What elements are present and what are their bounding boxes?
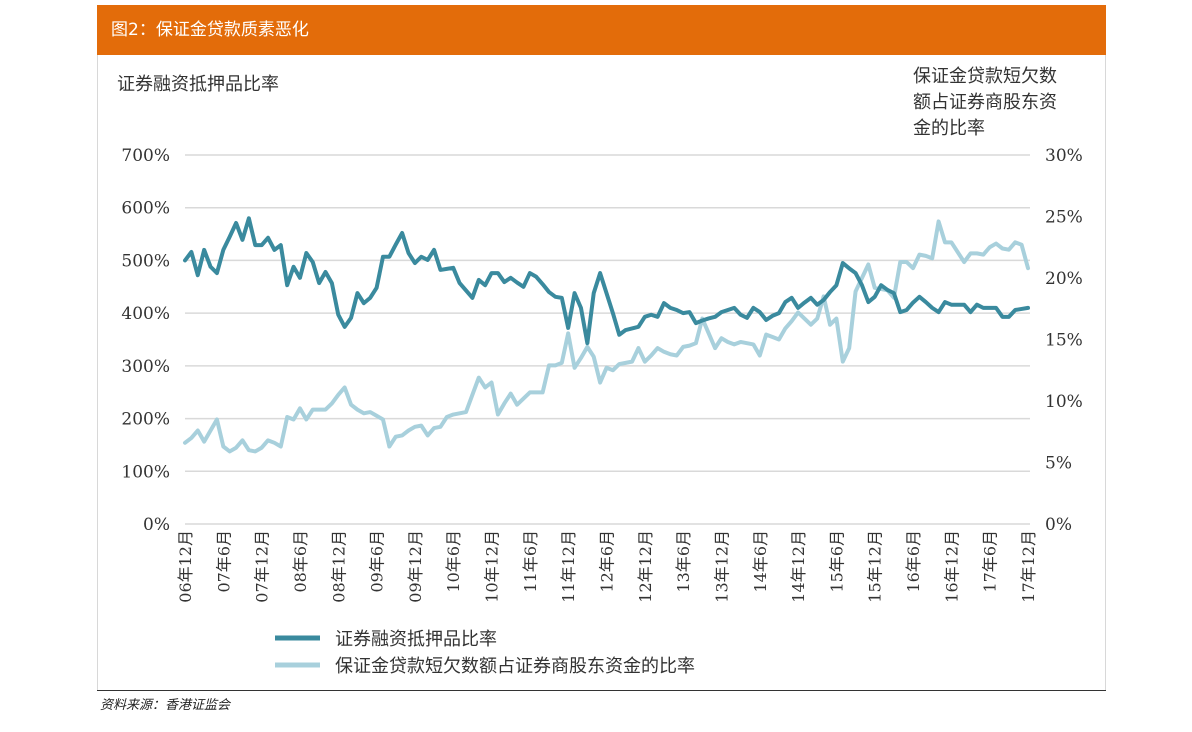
right-axis-tick-label: 30% — [1045, 146, 1083, 166]
x-axis-tick-label: 09年12月 — [406, 530, 425, 603]
x-axis-tick-label: 14年12月 — [789, 530, 808, 603]
right-axis-title-line-3: 金的比率 — [913, 118, 985, 139]
x-axis-tick-label: 17年12月 — [1019, 530, 1038, 603]
left-axis-tick-label: 600% — [121, 199, 170, 219]
right-axis-tick-label: 20% — [1045, 269, 1083, 289]
x-axis-tick-label: 12年6月 — [598, 530, 617, 593]
right-axis-tick-label: 25% — [1045, 208, 1083, 228]
bottom-rule — [97, 690, 1106, 691]
x-axis-tick-label: 08年12月 — [329, 530, 348, 603]
x-axis-tick-label: 11年6月 — [521, 530, 540, 593]
x-axis-tick-label: 14年6月 — [751, 530, 770, 593]
left-axis-tick-label: 500% — [121, 251, 170, 271]
legend-label-dark: 证券融资抵押品比率 — [335, 629, 497, 650]
series-line-shortfall-ratio — [183, 219, 1030, 454]
x-axis-tick-label: 17年6月 — [981, 530, 1000, 593]
left-axis-tick-label: 0% — [143, 515, 170, 535]
x-axis-tick-label: 09年6月 — [368, 530, 387, 593]
left-axis-title: 证券融资抵押品比率 — [117, 74, 279, 95]
x-axis-tick-label: 10年6月 — [444, 530, 463, 593]
right-axis-tick-label: 0% — [1045, 515, 1072, 535]
x-axis-tick-label: 06年12月 — [176, 530, 195, 603]
right-axis-tick-label: 5% — [1045, 454, 1072, 474]
x-axis-tick-label: 08年6月 — [291, 530, 310, 593]
x-axis-tick-label: 07年12月 — [253, 530, 272, 603]
x-axis-tick-label: 10年12月 — [483, 530, 502, 603]
left-axis-tick-label: 200% — [121, 410, 170, 430]
left-axis-tick-label: 700% — [121, 146, 170, 166]
x-axis-tick-label: 07年6月 — [214, 530, 233, 593]
figure-title: 图2：保证金贷款质素恶化 — [97, 5, 1106, 55]
chart-panel — [97, 55, 1106, 691]
x-axis-tick-label: 15年6月 — [827, 530, 846, 593]
x-axis-tick-label: 13年6月 — [674, 530, 693, 593]
source-note: 资料来源：香港证监会 — [100, 698, 231, 713]
right-axis-tick-label: 15% — [1045, 331, 1083, 351]
legend-label-light: 保证金贷款短欠数额占证券商股东资金的比率 — [335, 656, 695, 677]
x-axis-tick-label: 11年12月 — [559, 530, 578, 603]
x-axis-tick-label: 12年12月 — [636, 530, 655, 603]
left-axis-tick-label: 400% — [121, 304, 170, 324]
right-axis-tick-label: 10% — [1045, 392, 1083, 412]
right-axis-title-line-1: 保证金贷款短欠数 — [913, 66, 1057, 87]
series-line-collateral-ratio — [183, 216, 1030, 346]
x-axis-tick-label: 16年12月 — [942, 530, 961, 603]
x-axis-tick-label: 16年6月 — [904, 530, 923, 593]
right-axis-title-line-2: 额占证券商股东资 — [913, 92, 1057, 113]
left-axis-tick-label: 300% — [121, 357, 170, 377]
x-axis-tick-label: 13年12月 — [712, 530, 731, 603]
x-axis-tick-label: 15年12月 — [866, 530, 885, 603]
left-axis-tick-label: 100% — [121, 462, 170, 482]
